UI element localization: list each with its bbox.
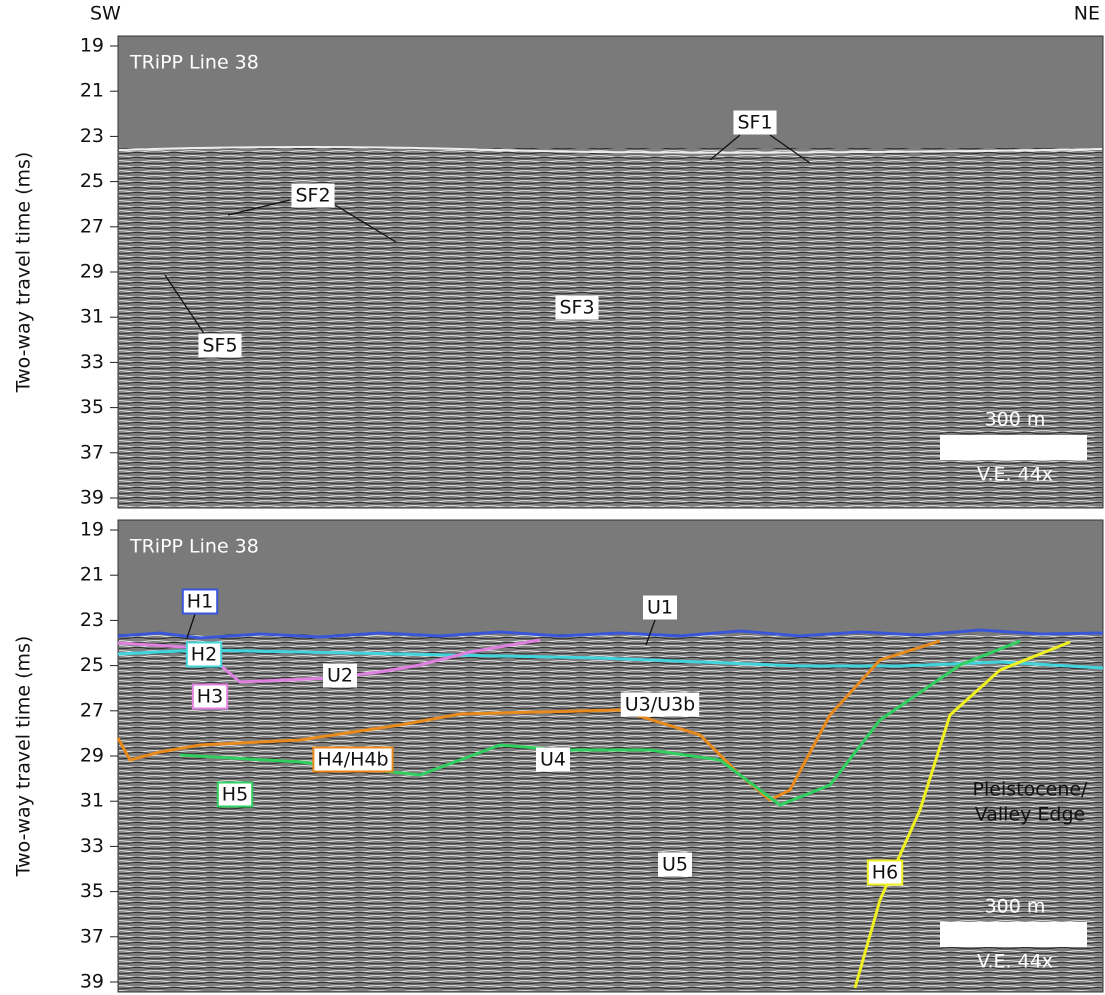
label: U4 [540, 749, 566, 771]
y-tick-label: 31 [80, 306, 104, 328]
figure: SW NE 19 21 23 25 27 29 31 33 35 37 39 Two-way trav… [0, 0, 1105, 995]
y-tick-label: 23 [80, 125, 104, 147]
panel-title: TRiPP Line 38 [129, 536, 259, 558]
label: H2 [191, 644, 217, 666]
scale-length: 300 m [985, 896, 1046, 918]
label: H6 [872, 862, 898, 884]
label: SF2 [295, 185, 330, 207]
label: H4/H4b [317, 749, 388, 771]
y-tick-label: 25 [80, 654, 104, 676]
y-tick-label: 25 [80, 170, 104, 192]
label: U2 [327, 665, 353, 687]
y-tick-label: 37 [80, 925, 104, 947]
y-tick-label: 39 [80, 487, 104, 509]
axis-label: Two-way travel time (ms) [13, 152, 35, 394]
label: H1 [187, 591, 213, 613]
panel-title: TRiPP Line 38 [129, 52, 259, 74]
scale-ve: V.E. 44x [977, 464, 1053, 486]
y-tick-label: 21 [80, 80, 104, 102]
y-tick-label: 37 [80, 441, 104, 463]
y-tick-label: 19 [80, 519, 104, 541]
label: SF3 [559, 297, 594, 319]
scale-bar [940, 922, 1087, 947]
direction-left: SW [90, 3, 121, 25]
y-tick-label: 21 [80, 564, 104, 586]
y-tick-label: 33 [80, 351, 104, 373]
scale-ve: V.E. 44x [977, 951, 1053, 973]
y-tick-label: 23 [80, 609, 104, 631]
y-tick-label: 27 [80, 699, 104, 721]
y-tick-label: 19 [80, 35, 104, 57]
label: U5 [662, 854, 688, 876]
y-tick-label: 31 [80, 790, 104, 812]
y-tick-label: 39 [80, 971, 104, 993]
annotation: Pleistocene/ [973, 779, 1089, 801]
y-tick-label: 33 [80, 835, 104, 857]
y-tick-label: 29 [80, 745, 104, 767]
scale-bar [940, 435, 1087, 460]
y-tick-label: 35 [80, 396, 104, 418]
label: U3/U3b [625, 694, 695, 716]
label: U1 [647, 597, 673, 619]
y-tick-label: 29 [80, 261, 104, 283]
axis-label: Two-way travel time (ms) [13, 636, 35, 878]
y-tick-label: 35 [80, 880, 104, 902]
scale-length: 300 m [985, 409, 1046, 431]
label: SF5 [202, 335, 237, 357]
y-tick-label: 27 [80, 215, 104, 237]
annotation: Valley Edge [975, 804, 1086, 826]
direction-right: NE [1074, 3, 1100, 25]
label: SF1 [737, 112, 772, 134]
label: H3 [197, 686, 223, 708]
label: H5 [222, 784, 248, 806]
